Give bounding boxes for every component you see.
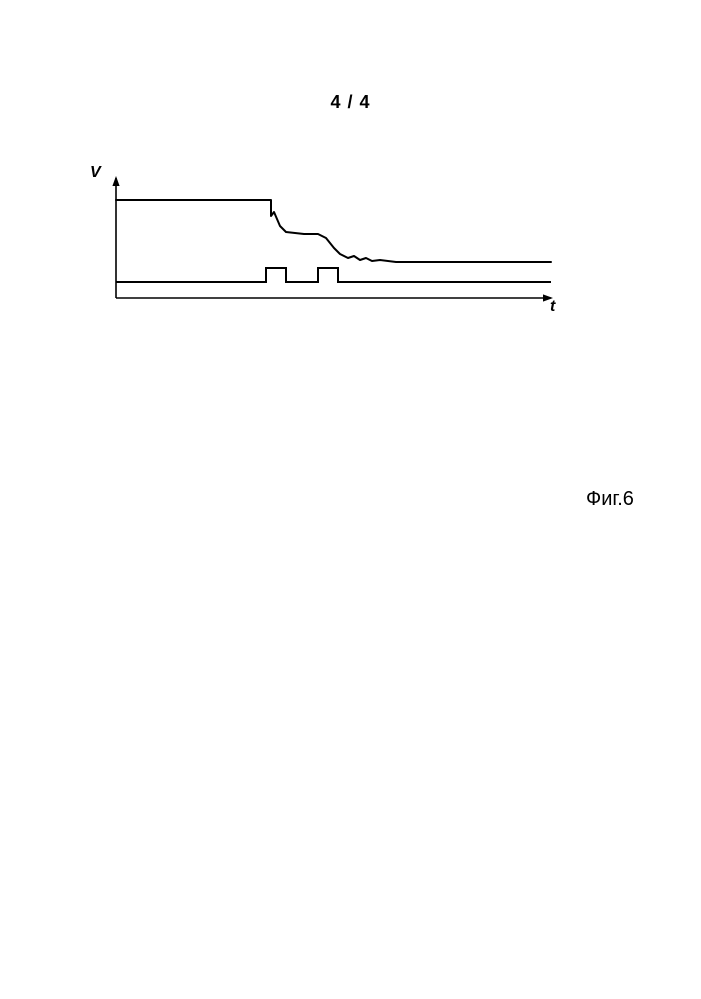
figure-caption: Фиг.6 — [586, 488, 634, 511]
x-axis-label: t — [550, 298, 555, 316]
figure-6: V t Фиг.6 — [96, 168, 566, 318]
figure-svg — [96, 168, 566, 318]
page-number: 4 / 4 — [0, 92, 701, 113]
page: 4 / 4 V t Фиг.6 — [0, 0, 701, 999]
y-axis-label: V — [90, 164, 101, 182]
